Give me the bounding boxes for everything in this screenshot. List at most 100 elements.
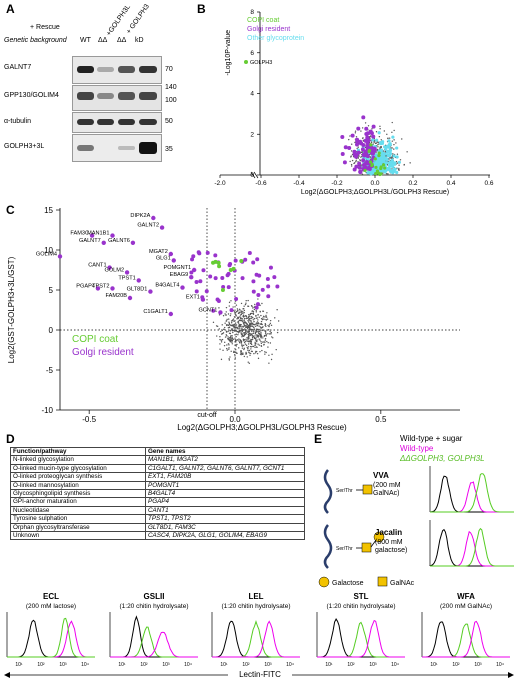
- scatter-bg-point: [228, 321, 230, 323]
- scatter-bg-point: [259, 326, 262, 328]
- scatter-bg-point: [244, 315, 247, 317]
- scatter-ylabel: Log2(GST-GOLPH3+3L/GST): [7, 256, 16, 363]
- scatter-bg-point: [225, 324, 228, 326]
- scatter-bg-point: [241, 318, 244, 320]
- scatter-bg-point: [249, 342, 252, 345]
- scatter-point-label: PGAP4: [76, 283, 95, 289]
- scatter-bg-point: [244, 321, 247, 323]
- scatter-golgi-point: [254, 272, 259, 277]
- scatter-bg-point: [235, 333, 238, 335]
- volcano-xtick: -2.0: [214, 180, 226, 187]
- volcano-point: [393, 148, 395, 150]
- volcano-point: [393, 129, 395, 132]
- scatter-bg-point: [235, 349, 237, 351]
- scatter-bg-point: [219, 343, 221, 345]
- scatter-bg-point: [221, 324, 223, 326]
- scatter-bg-point: [236, 318, 238, 320]
- scatter-bg-point: [226, 318, 228, 321]
- scatter-bg-point: [254, 341, 256, 343]
- scatter-bg-point: [242, 312, 244, 314]
- scatter-golgi-point: [201, 268, 206, 273]
- scatter-bg-point: [263, 344, 265, 346]
- scatter-labeled-point: [110, 286, 115, 291]
- scatter-bg-point: [248, 349, 251, 352]
- scatter-bg-point: [233, 320, 235, 323]
- scatter-bg-point: [237, 317, 239, 320]
- lectin-name: STL: [353, 592, 368, 601]
- scatter-bg-point: [238, 338, 240, 340]
- scatter-bg-point: [251, 330, 253, 333]
- scatter-bg-point: [258, 323, 260, 325]
- scatter-bg-point: [243, 347, 245, 350]
- scatter-bg-point: [264, 330, 266, 332]
- scatter-bg-point: [223, 326, 226, 329]
- volcano-point-copi: [374, 171, 378, 176]
- scatter-bg-point: [244, 303, 247, 306]
- scatter-bg-point: [221, 338, 224, 341]
- scatter-bg-point: [239, 316, 241, 318]
- lectin-tick: 10³: [162, 662, 170, 668]
- scatter-bg-point: [250, 340, 253, 343]
- volcano-point: [354, 132, 357, 134]
- scatter-bg-point: [250, 339, 252, 342]
- scatter-bg-point: [220, 358, 223, 361]
- scatter-legend-golgi: Golgi resident: [72, 347, 134, 358]
- scatter-golgi-point: [196, 250, 201, 255]
- scatter-bg-point: [241, 327, 243, 330]
- scatter-bg-point: [258, 338, 260, 340]
- volcano-point: [353, 162, 356, 164]
- volcano-point-golgi: [355, 137, 360, 142]
- scatter-bg-point: [238, 323, 240, 326]
- volcano-point-copi: [379, 165, 383, 169]
- vva-cond1: (200 mM: [373, 482, 401, 489]
- volcano-point: [376, 148, 379, 151]
- panel-e-label: E: [314, 432, 323, 446]
- scatter-bg-point: [253, 308, 256, 311]
- volcano-point-golgi: [354, 142, 359, 147]
- scatter-bg-point: [245, 324, 247, 327]
- scatter-bg-point: [230, 313, 232, 315]
- scatter-bg-point: [252, 310, 255, 313]
- scatter-bg-point: [261, 349, 263, 352]
- legend-copi: COPI coat: [247, 17, 279, 24]
- volcano-point-other: [388, 148, 393, 153]
- scatter-bg-point: [254, 323, 256, 326]
- scatter-bg-point: [258, 330, 261, 333]
- scatter-golgi-point: [255, 302, 260, 307]
- volcano-point: [355, 160, 357, 163]
- scatter-bg-point: [244, 333, 246, 336]
- scatter-bg-point: [240, 310, 242, 313]
- scatter-bg-point: [264, 337, 267, 340]
- volcano-point-other: [397, 160, 401, 164]
- panel-b-label: B: [197, 2, 206, 16]
- scatter-labeled-point: [168, 311, 174, 317]
- scatter-point-label: FAM3C: [70, 231, 89, 237]
- golph3-point: [244, 60, 248, 64]
- volcano-point: [350, 143, 353, 145]
- scatter-bg-point: [263, 318, 265, 321]
- volcano-point: [348, 138, 350, 141]
- scatter-bg-point: [230, 338, 233, 340]
- scatter-bg-point: [264, 316, 266, 318]
- scatter-bg-point: [228, 338, 230, 341]
- scatter-bg-point: [229, 330, 232, 332]
- scatter-point-label: MGAT2: [149, 249, 168, 255]
- scatter-bg-point: [260, 314, 262, 317]
- volcano-point: [351, 159, 354, 162]
- scatter-point-label: GLG1: [156, 255, 171, 261]
- scatter-bg-point: [243, 340, 245, 342]
- marker-label: 100: [165, 97, 177, 104]
- volcano-point: [387, 173, 389, 175]
- marker-label: 35: [165, 146, 173, 153]
- volcano-point: [373, 141, 375, 144]
- scatter-golgi-point: [190, 257, 195, 262]
- scatter-bg-point: [254, 335, 256, 337]
- scatter-bg-point: [218, 328, 221, 330]
- scatter-bg-point: [237, 320, 240, 323]
- volcano-point: [350, 163, 353, 166]
- scatter-bg-point: [238, 319, 240, 322]
- scatter-bg-point: [267, 329, 270, 331]
- scatter-bg-point: [267, 324, 269, 327]
- scatter-bg-point: [260, 345, 263, 347]
